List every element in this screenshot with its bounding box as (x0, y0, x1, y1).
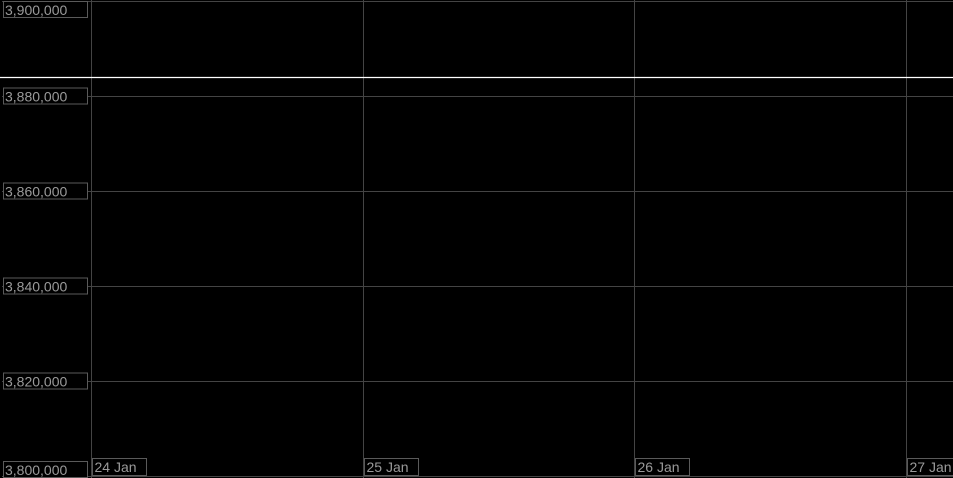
y-tick-label: 3,900,000 (5, 2, 67, 18)
y-tick-label-box (3, 372, 88, 390)
x-tick-label: 26 Jan (638, 459, 680, 475)
y-tick-label-box (3, 182, 88, 200)
x-tick-label: 27 Jan (910, 459, 952, 475)
x-tick-label: 25 Jan (367, 459, 409, 475)
y-tick-label-box (3, 1, 88, 18)
y-tick-label: 3,840,000 (5, 279, 67, 295)
x-tick-label: 24 Jan (95, 459, 137, 475)
x-tick-label-box (635, 458, 690, 476)
x-tick-label-box (907, 458, 953, 476)
y-tick-label: 3,800,000 (5, 462, 67, 478)
y-tick-label: 3,860,000 (5, 184, 67, 200)
y-tick-label: 3,820,000 (5, 374, 67, 390)
y-tick-label-box (3, 87, 88, 105)
y-tick-label: 3,880,000 (5, 89, 67, 105)
x-tick-label-box (92, 458, 147, 476)
y-tick-label-box (3, 277, 88, 295)
x-tick-label-box (364, 458, 419, 476)
